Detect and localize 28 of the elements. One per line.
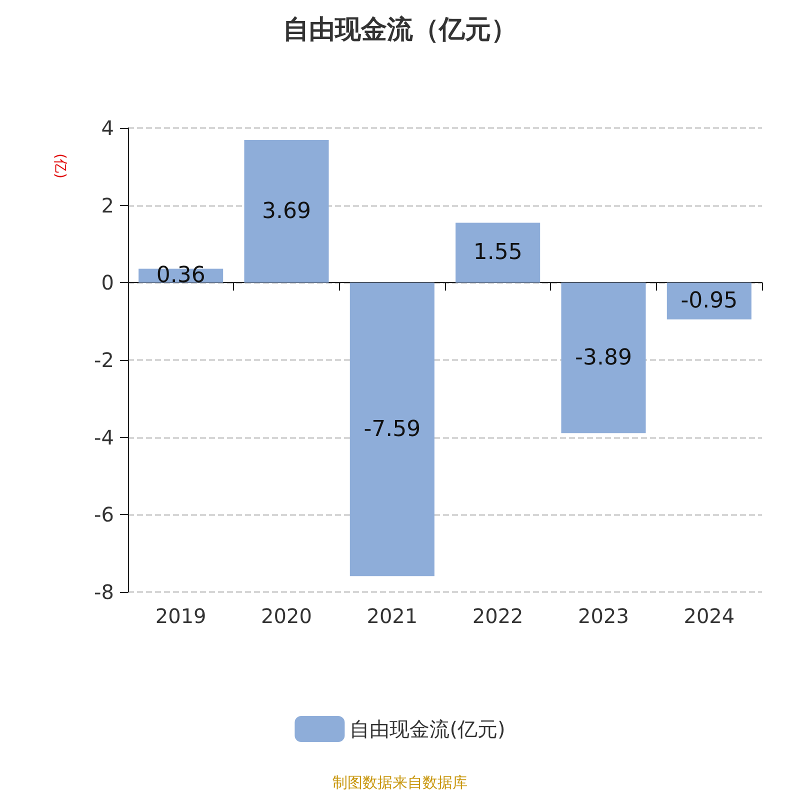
data-label: -3.89 (575, 345, 632, 370)
y-tick-label: 2 (101, 193, 114, 218)
bar (350, 282, 434, 576)
data-label: 3.69 (262, 198, 311, 224)
x-tick-label: 2020 (261, 604, 312, 628)
chart-title: 自由现金流（亿元） (283, 15, 517, 45)
y-tick-label: 4 (101, 116, 114, 140)
data-label: 0.36 (156, 263, 206, 288)
x-tick-label: 2024 (684, 604, 735, 628)
bar (244, 140, 329, 283)
y-tick-label: -6 (94, 502, 114, 527)
data-label: 1.55 (473, 240, 522, 266)
x-tick-label: 2021 (366, 604, 418, 628)
x-tick-label: 2022 (472, 604, 524, 628)
y-tick-label: 0 (101, 270, 114, 295)
y-axis-title: (亿) (52, 154, 68, 178)
y-tick-label: -8 (94, 580, 114, 604)
bar (666, 282, 752, 320)
bar (561, 282, 646, 434)
bar (456, 222, 540, 283)
x-tick-label: 2019 (155, 604, 206, 628)
data-label: -7.59 (364, 416, 421, 442)
text: 制图数据来自数据库 (332, 774, 468, 792)
x-tick-label: 2023 (578, 604, 629, 628)
y-tick-label: -2 (94, 348, 114, 372)
data-label: -0.95 (680, 288, 738, 314)
y-tick-label: -4 (94, 425, 114, 450)
legend-label: 自由现金流(亿元) (350, 717, 506, 741)
